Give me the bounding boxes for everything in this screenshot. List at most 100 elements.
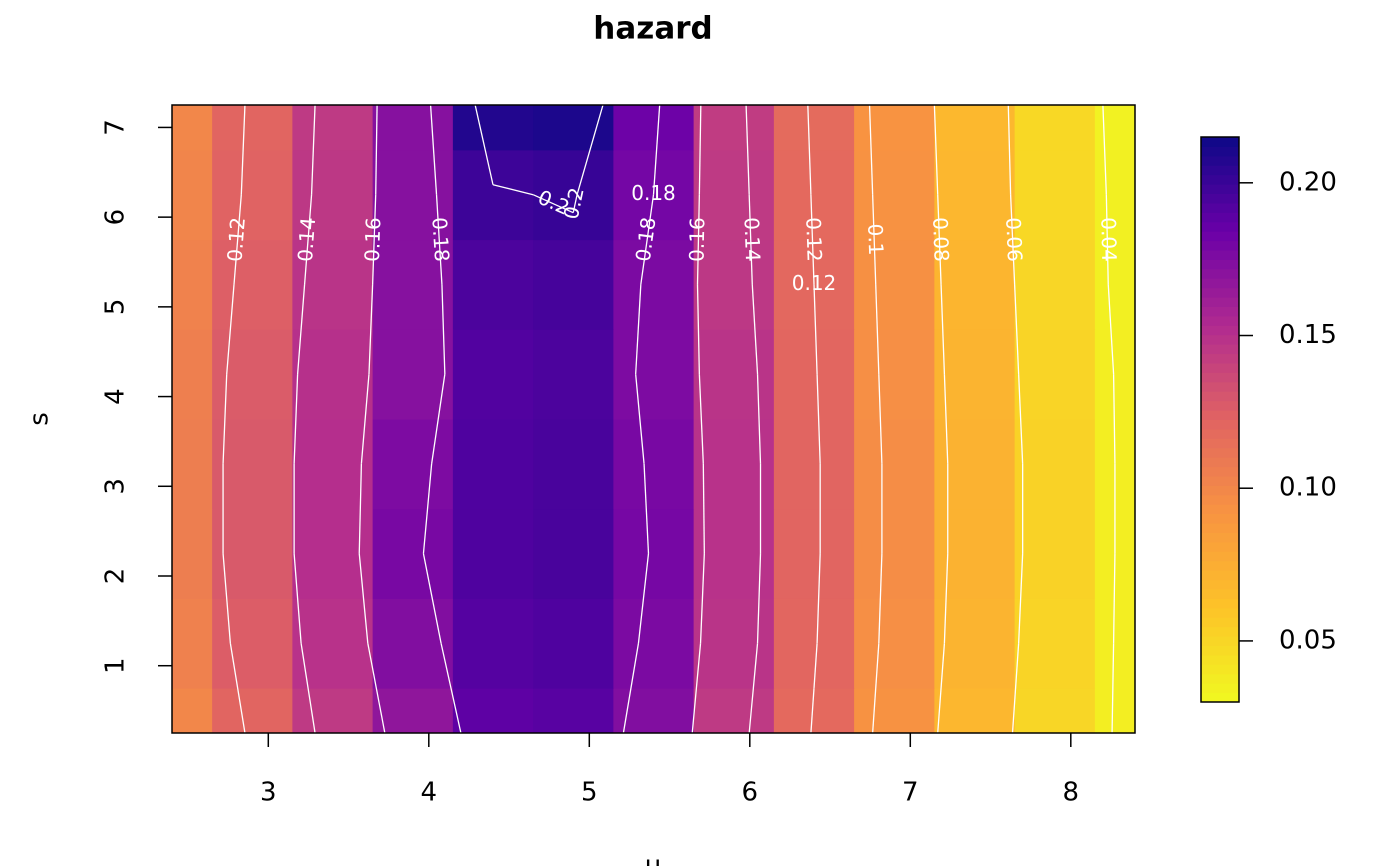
colorbar-step: [1201, 240, 1239, 251]
heat-cell: [372, 419, 454, 510]
y-tick-label: 6: [101, 209, 131, 226]
colorbar-step: [1201, 428, 1239, 439]
contour-label: 0.16: [360, 217, 386, 262]
colorbar-step: [1201, 683, 1239, 694]
colorbar-step: [1201, 494, 1239, 505]
colorbar-frame: [1200, 136, 1240, 703]
heat-cell: [613, 105, 695, 151]
contour-line: [1011, 643, 1020, 734]
contour-line: [940, 284, 946, 375]
heat-cell: [372, 508, 454, 599]
heat-cell: [1094, 105, 1136, 151]
contour-label: 0.16: [684, 217, 709, 262]
heat-cell: [372, 105, 454, 151]
heat-cell: [693, 239, 775, 330]
y-tick-label: 4: [101, 388, 131, 405]
heat-cell: [693, 105, 775, 151]
contour-line: [943, 374, 949, 464]
heat-cell: [613, 508, 695, 599]
colorbar-step: [1201, 438, 1239, 449]
colorbar-step: [1201, 636, 1239, 646]
heat-cell: [372, 598, 454, 689]
colorbar-step: [1201, 551, 1239, 562]
contour-line: [756, 374, 762, 464]
heat-cell: [452, 598, 534, 689]
y-axis-label: s: [25, 412, 55, 426]
plot-frame: [171, 104, 1136, 734]
heat-cell: [773, 329, 855, 420]
contour-line: [871, 194, 877, 285]
colorbar-step: [1201, 315, 1239, 326]
contour-line: [748, 643, 759, 734]
heat-cell: [533, 239, 614, 330]
contour-line: [875, 284, 880, 375]
heat-cell: [693, 419, 775, 510]
contour-line: [1107, 284, 1115, 375]
contour-line: [233, 194, 242, 285]
heat-cell: [613, 688, 695, 734]
contour-label: 0.04: [1096, 217, 1121, 262]
heat-cell: [773, 419, 855, 510]
colorbar-step: [1201, 541, 1239, 552]
heat-cell: [1014, 508, 1096, 599]
colorbar-step: [1201, 673, 1239, 684]
heat-cell: [773, 508, 855, 599]
contour-line: [430, 374, 446, 464]
contour-line: [222, 553, 232, 644]
heat-cell: [854, 419, 935, 510]
colorbar-step: [1201, 306, 1239, 317]
contour-line: [943, 553, 949, 644]
x-tick-label: 8: [1063, 778, 1080, 808]
contour-label: 0.12: [792, 271, 837, 295]
heat-cell: [693, 688, 775, 734]
heat-cell: [172, 598, 213, 689]
contour-line: [637, 553, 650, 644]
contour-line: [699, 553, 705, 644]
contour-line: [702, 463, 705, 554]
contour-line: [810, 194, 815, 285]
y-tick-label: 7: [101, 119, 131, 136]
heat-cell: [452, 105, 534, 151]
colorbar-step: [1201, 410, 1239, 420]
contour-label: 0.12: [801, 217, 827, 262]
heat-cell: [613, 239, 695, 330]
contour-line: [422, 463, 433, 554]
contour-line: [358, 463, 363, 554]
colorbar-step: [1201, 363, 1239, 373]
contour-line: [492, 184, 534, 196]
colorbar-step: [1201, 692, 1239, 703]
colorbar-step: [1201, 372, 1239, 383]
heat-cell: [934, 598, 1016, 689]
colorbar-step: [1201, 344, 1239, 355]
contour-line: [696, 194, 701, 285]
heat-cell: [854, 598, 935, 689]
heat-cell: [773, 149, 855, 241]
colorbar-step: [1201, 146, 1239, 157]
heat-cell: [1094, 598, 1136, 689]
contour-line: [878, 553, 883, 644]
heat-cell: [292, 105, 374, 151]
heat-cell: [212, 149, 293, 241]
contour-line: [440, 643, 462, 734]
contour-line: [652, 104, 661, 195]
heat-cell: [172, 105, 213, 151]
contour-label: 0.14: [739, 217, 765, 262]
colorbar-step: [1201, 419, 1239, 430]
contour-line: [1112, 553, 1116, 644]
colorbar-step: [1201, 193, 1239, 204]
contour-label: 0.12: [222, 216, 250, 262]
heat-cell: [533, 105, 614, 151]
y-tick-label: 1: [101, 657, 131, 674]
heat-cell: [1094, 329, 1136, 420]
contour-line: [937, 643, 946, 734]
colorbar-step: [1201, 184, 1239, 194]
heat-cell: [854, 688, 935, 734]
colorbar-step: [1201, 617, 1239, 628]
colorbar-tick-label: 0.10: [1279, 473, 1337, 503]
heat-cell: [533, 508, 614, 599]
heat-cell: [1094, 688, 1136, 734]
heat-cell: [934, 149, 1016, 241]
heat-cell: [292, 239, 374, 330]
colorbar-step: [1201, 589, 1239, 599]
colorbar-step: [1201, 523, 1239, 533]
